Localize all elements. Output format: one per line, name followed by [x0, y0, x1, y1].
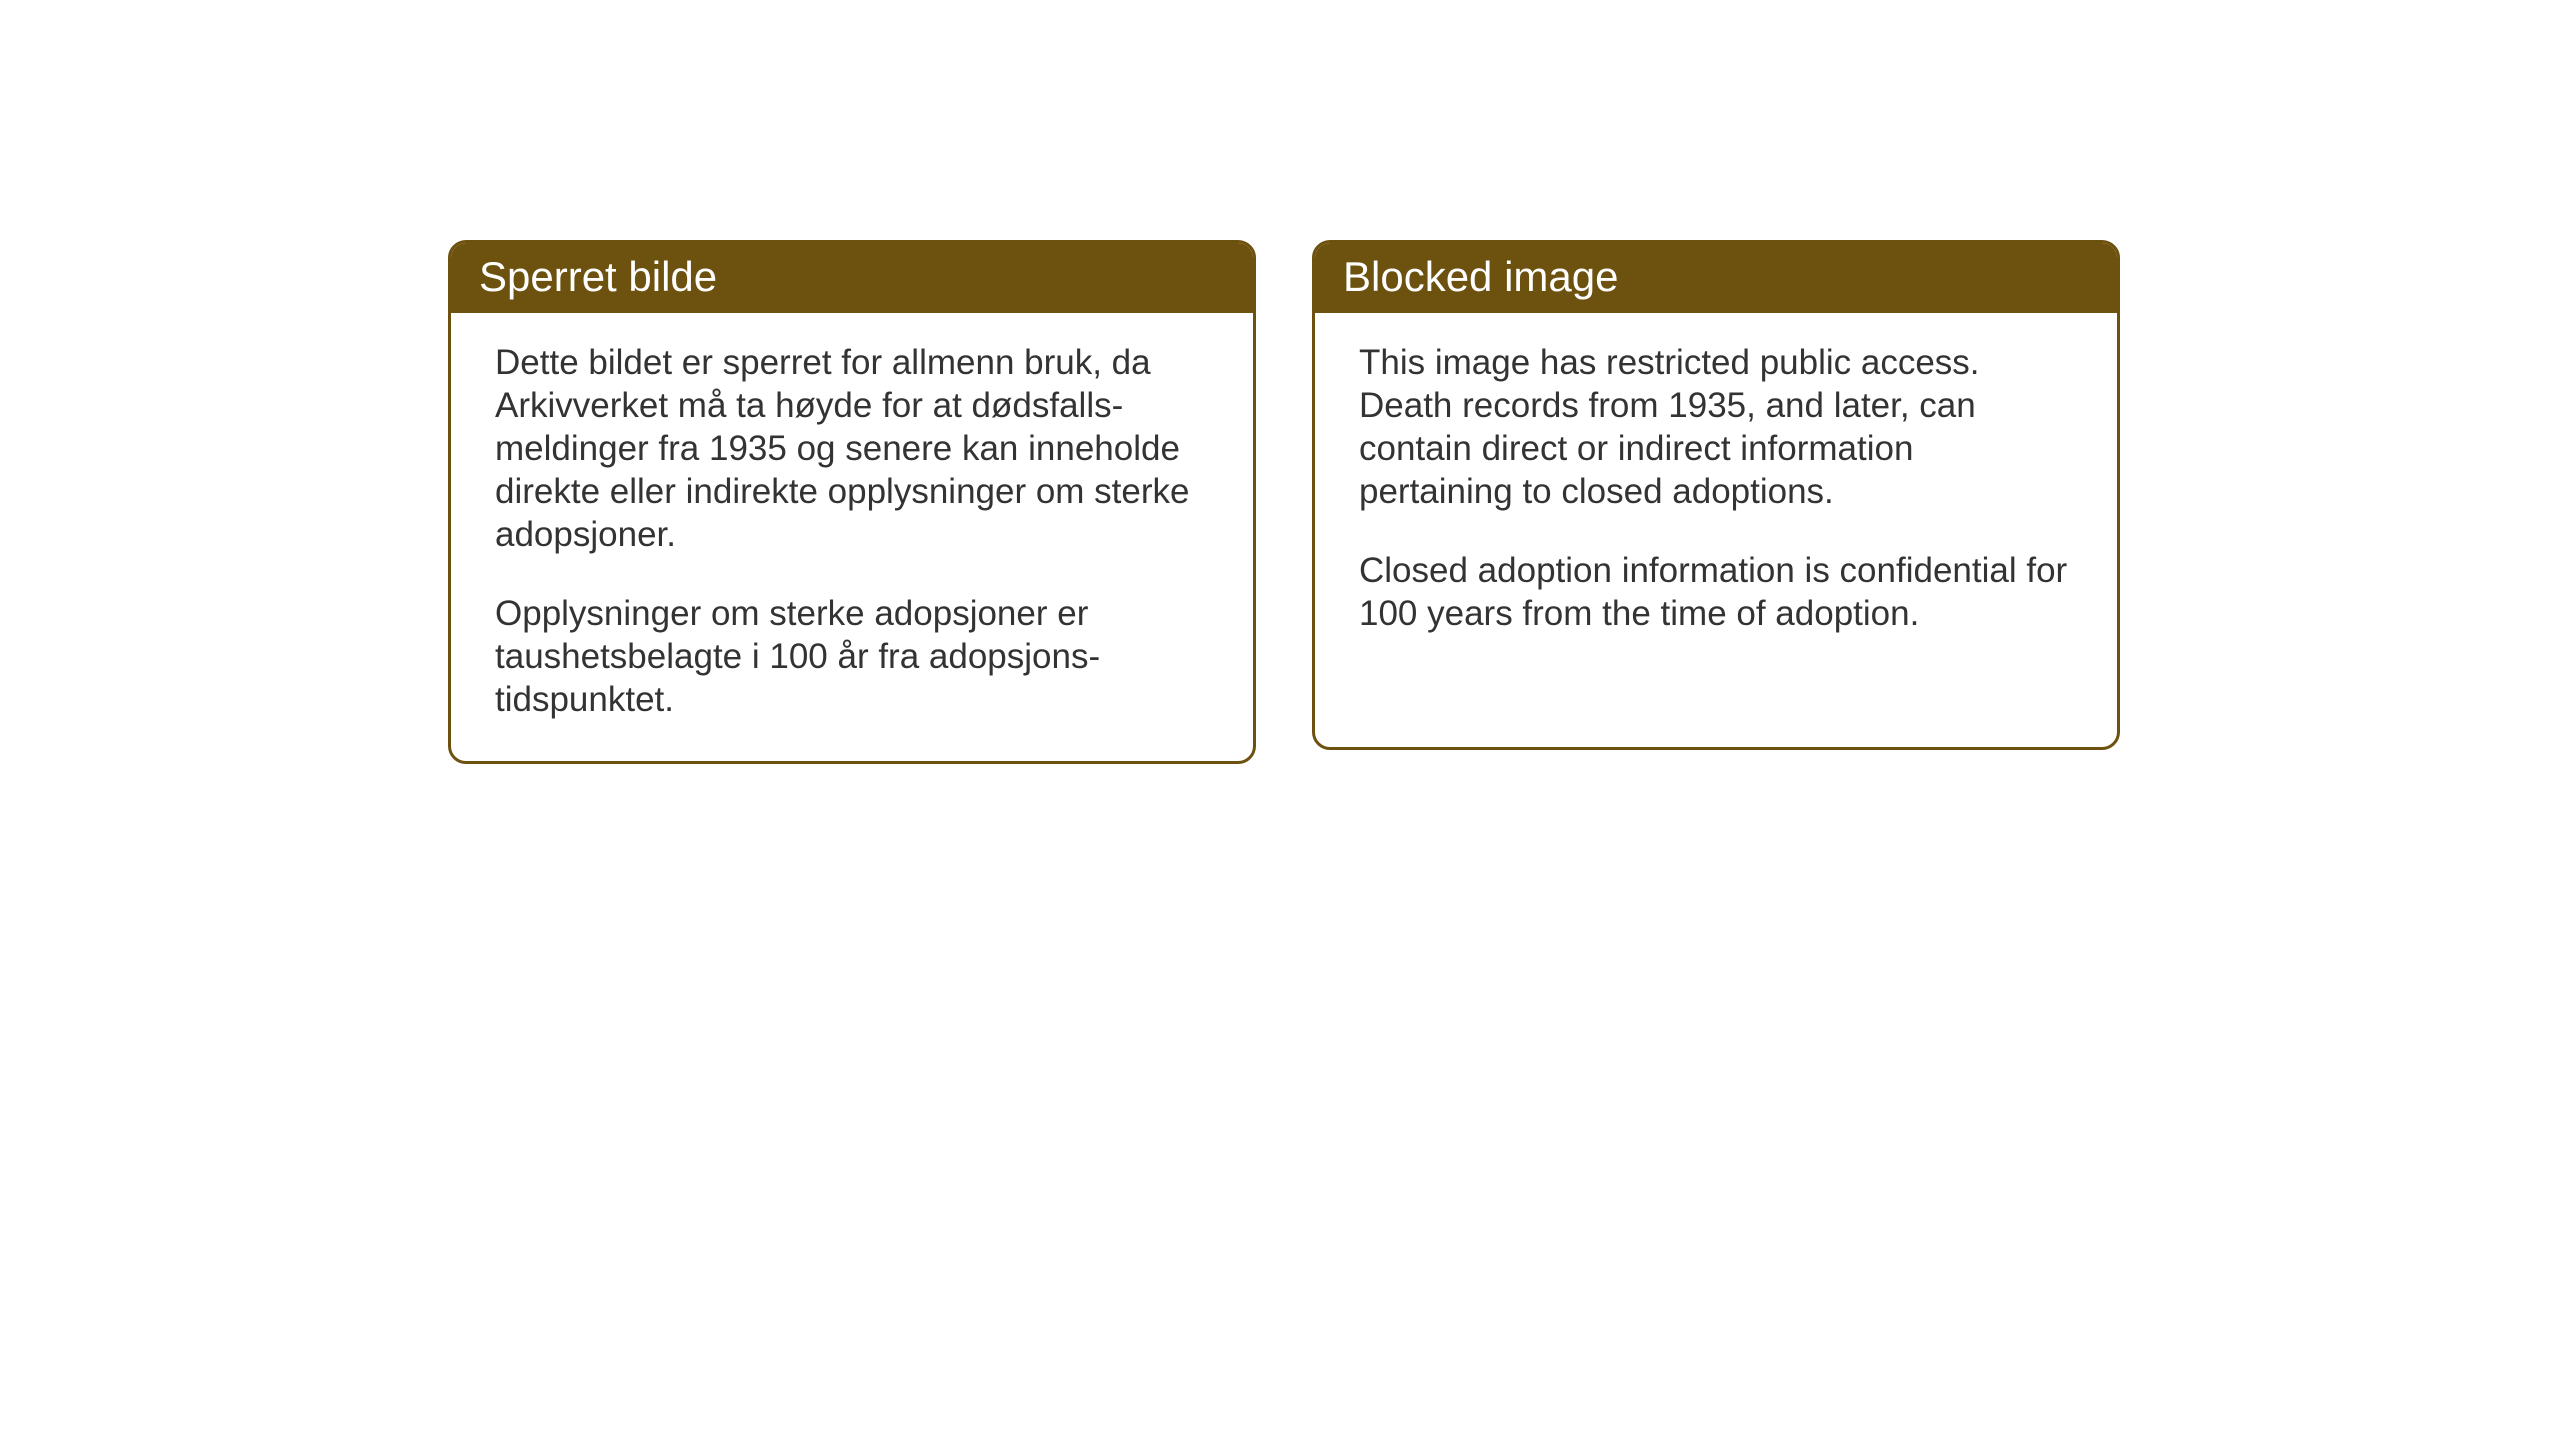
card-paragraph-1-english: This image has restricted public access.…: [1359, 341, 2073, 513]
notice-card-norwegian: Sperret bilde Dette bildet er sperret fo…: [448, 240, 1256, 764]
notice-cards-container: Sperret bilde Dette bildet er sperret fo…: [448, 240, 2120, 764]
card-body-english: This image has restricted public access.…: [1315, 313, 2117, 675]
card-paragraph-2-english: Closed adoption information is confident…: [1359, 549, 2073, 635]
card-title-norwegian: Sperret bilde: [479, 253, 717, 300]
notice-card-english: Blocked image This image has restricted …: [1312, 240, 2120, 750]
card-header-english: Blocked image: [1315, 243, 2117, 313]
card-paragraph-1-norwegian: Dette bildet er sperret for allmenn bruk…: [495, 341, 1209, 556]
card-body-norwegian: Dette bildet er sperret for allmenn bruk…: [451, 313, 1253, 761]
card-header-norwegian: Sperret bilde: [451, 243, 1253, 313]
card-paragraph-2-norwegian: Opplysninger om sterke adopsjoner er tau…: [495, 592, 1209, 721]
card-title-english: Blocked image: [1343, 253, 1618, 300]
